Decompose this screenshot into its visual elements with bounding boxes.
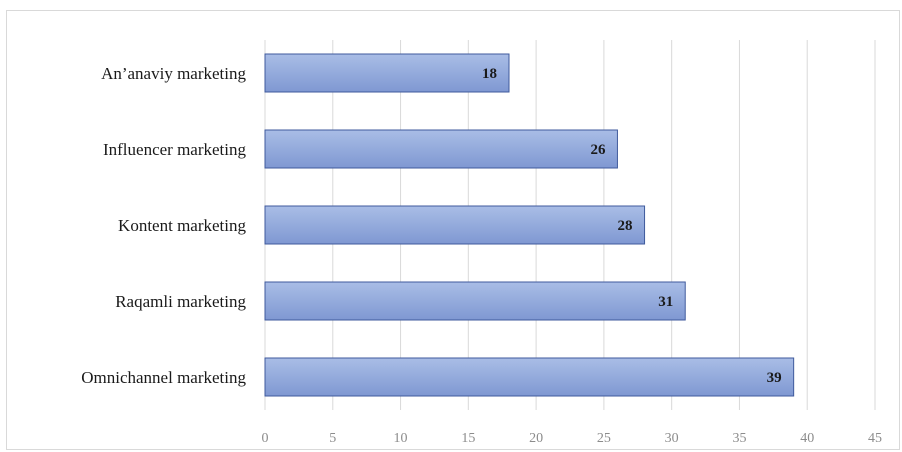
x-axis-ticks: 0 5 10 15 20 25 30 35 40 45: [262, 431, 883, 446]
bar-data-label: 18: [482, 66, 497, 82]
category-label: Omnichannel marketing: [81, 368, 246, 387]
category-label: Raqamli marketing: [115, 292, 246, 311]
x-tick-label: 25: [597, 431, 611, 446]
bar: [264, 129, 618, 169]
chart-frame: [6, 10, 900, 450]
bar-data-label: 39: [767, 370, 782, 386]
bars: 18 26 28 31 39: [264, 53, 795, 397]
x-tick-label: 15: [461, 431, 475, 446]
bar-data-label: 31: [658, 294, 673, 310]
bar: [264, 357, 795, 397]
x-tick-label: 35: [732, 431, 746, 446]
category-labels: An’anaviy marketing Influencer marketing K…: [81, 64, 246, 387]
x-tick-label: 30: [665, 431, 679, 446]
category-label: Influencer marketing: [103, 140, 247, 159]
bar-data-label: 26: [590, 142, 606, 158]
gridlines: [264, 40, 876, 410]
category-label: An’anaviy marketing: [101, 64, 246, 83]
x-tick-label: 40: [800, 431, 814, 446]
x-tick-label: 10: [394, 431, 408, 446]
x-tick-label: 5: [329, 431, 336, 446]
x-tick-label: 0: [262, 431, 269, 446]
category-label: Kontent marketing: [118, 216, 246, 235]
bar-data-label: 28: [618, 218, 633, 234]
bar: [264, 53, 510, 93]
bar: [264, 281, 686, 321]
x-tick-label: 20: [529, 431, 543, 446]
bar: [264, 205, 646, 245]
x-tick-label: 45: [868, 431, 882, 446]
